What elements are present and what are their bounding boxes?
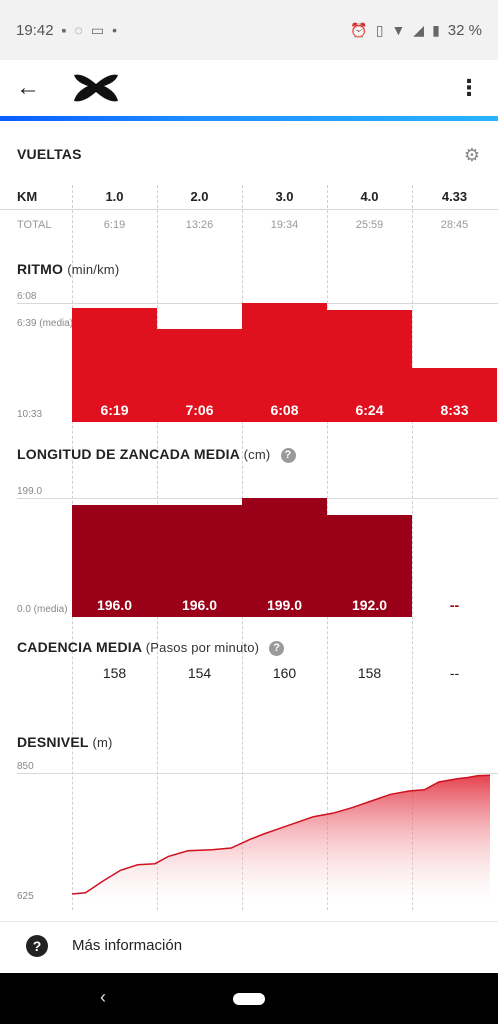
cadence-title: CADENCIA MEDIA (Pasos por minuto) ?	[17, 639, 285, 656]
gear-icon[interactable]: ⚙	[463, 145, 480, 165]
nav-back-icon[interactable]: ‹	[100, 987, 106, 1007]
stride-bar-label: 192.0	[351, 597, 388, 613]
cadence-unit: (Pasos por minuto)	[145, 640, 260, 655]
card-notification-icon: ▭	[90, 21, 105, 38]
total-row: TOTAL 6:19 13:26 19:34 25:59 28:45	[0, 219, 498, 235]
pace-bar: 6:19	[72, 307, 157, 422]
help-icon[interactable]: ?	[269, 640, 285, 656]
elevation-chart	[71, 774, 491, 907]
elevation-area	[72, 775, 490, 907]
pace-axis-top: 6:08	[17, 291, 37, 302]
pace-title: RITMO (min/km)	[17, 261, 119, 277]
total-value: 28:45	[440, 219, 469, 231]
elevation-title-text: DESNIVEL	[17, 734, 89, 750]
pace-axis-average: 6:39 (media)	[17, 318, 74, 329]
vibrate-icon: ▯	[375, 21, 384, 38]
under-armour-logo	[72, 73, 120, 108]
status-time: 19:42	[16, 21, 54, 39]
cadence-value: --	[449, 665, 460, 681]
stride-bar: 196.0	[72, 505, 157, 617]
battery-percent: 32 %	[447, 21, 482, 39]
total-value: 13:26	[185, 219, 214, 231]
stride-empty-label: --	[449, 597, 460, 613]
pace-title-text: RITMO	[17, 261, 64, 277]
total-value: 19:34	[270, 219, 299, 231]
status-bar: 19:42 ▪ ◌ ▭ • ⏰ ▯ ▼ ◢ ▮ 32 %	[0, 0, 498, 60]
km-value: 1.0	[105, 189, 124, 204]
more-notifications-icon: •	[112, 22, 117, 38]
accent-bar	[0, 116, 498, 121]
stride-bar: 196.0	[157, 505, 242, 617]
battery-icon: ▮	[432, 21, 440, 38]
signal-icon: ◢	[413, 21, 425, 38]
more-info-row[interactable]: ? Más información	[0, 921, 498, 973]
row-divider	[0, 209, 498, 210]
elevation-axis-top: 850	[17, 761, 34, 772]
elevation-unit: (m)	[92, 735, 113, 750]
whatsapp-notification-icon: ◌	[74, 22, 83, 38]
elevation-top-gridline	[17, 773, 498, 774]
image-notification-icon: ▪	[61, 22, 67, 38]
help-icon[interactable]: ?	[280, 447, 296, 463]
pace-bar: 6:24	[327, 310, 412, 422]
pace-bar: 7:06	[157, 329, 242, 422]
pace-bar: 8:33	[412, 368, 497, 422]
elevation-title: DESNIVEL (m)	[17, 734, 113, 750]
cadence-value: 160	[272, 665, 297, 681]
more-vert-icon[interactable]: ⋮	[458, 75, 480, 100]
stride-bar-label: 199.0	[266, 597, 303, 613]
column-separator	[412, 185, 413, 910]
cadence-value: 154	[187, 665, 212, 681]
stride-axis-bottom: 0.0 (media)	[17, 604, 68, 615]
lap-stats: VUELTAS ⚙ KM 1.0 2.0 3.0 4.0 4.33 TOTAL …	[0, 121, 498, 921]
system-nav-bar: ‹	[0, 973, 498, 1024]
elevation-axis-bottom: 625	[17, 891, 34, 902]
pace-bar-label: 6:24	[355, 401, 384, 418]
cadence-title-text: CADENCIA MEDIA	[17, 639, 142, 655]
pace-bar-label: 6:19	[100, 401, 129, 418]
total-value: 6:19	[103, 219, 126, 231]
km-value: 3.0	[275, 189, 294, 204]
nav-home-pill[interactable]	[233, 993, 265, 1005]
pace-bar-label: 8:33	[440, 401, 469, 418]
laps-title: VUELTAS	[17, 146, 82, 162]
arrow-left-icon[interactable]: ←	[16, 74, 40, 101]
stride-bar: 192.0	[327, 515, 412, 617]
km-value: 4.33	[441, 189, 468, 204]
app-bar: ← ⋮	[0, 60, 498, 116]
pace-unit: (min/km)	[67, 262, 120, 277]
cadence-value: 158	[102, 665, 127, 681]
wifi-icon: ▼	[391, 22, 406, 38]
km-value: 2.0	[190, 189, 209, 204]
pace-bar-label: 7:06	[185, 401, 214, 418]
cadence-value: 158	[357, 665, 382, 681]
stride-bar: 199.0	[242, 498, 327, 617]
stride-bar-label: 196.0	[181, 596, 218, 613]
pace-bar-label: 6:08	[270, 402, 299, 418]
total-value: 25:59	[355, 219, 384, 231]
elevation-line	[71, 774, 491, 895]
stride-unit: (cm)	[243, 447, 271, 462]
stride-bar-label: 196.0	[96, 596, 133, 613]
km-value: 4.0	[360, 189, 379, 204]
km-label: KM	[17, 189, 38, 204]
pace-axis-bottom: 10:33	[17, 409, 43, 420]
stride-title: LONGITUD DE ZANCADA MEDIA (cm) ?	[17, 446, 296, 463]
help-circle-icon: ?	[26, 935, 48, 957]
alarm-icon: ⏰	[350, 21, 368, 38]
more-info-label: Más información	[72, 937, 183, 954]
pace-bar: 6:08	[242, 303, 327, 422]
km-row: KM 1.0 2.0 3.0 4.0 4.33	[0, 189, 498, 209]
stride-title-text: LONGITUD DE ZANCADA MEDIA	[17, 446, 240, 462]
total-label: TOTAL	[17, 219, 52, 231]
stride-axis-top: 199.0	[17, 486, 43, 497]
